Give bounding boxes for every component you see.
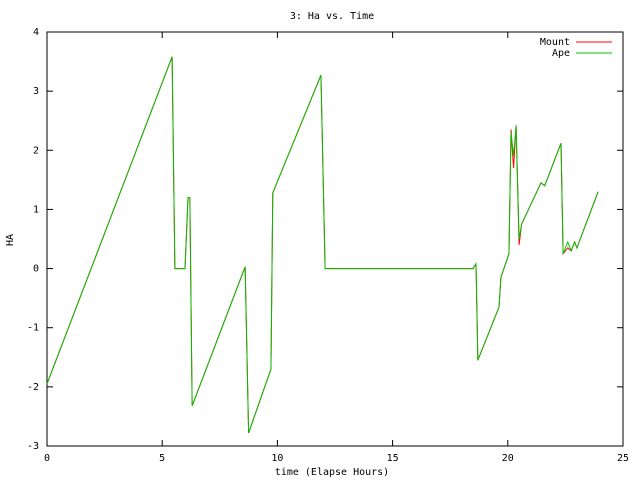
data-line [46, 56, 599, 434]
y-axis-label: HA [5, 234, 16, 246]
y-tick-label: 0 [33, 264, 39, 275]
y-tick-label: -3 [27, 441, 39, 452]
data-line [46, 56, 599, 434]
y-tick-label: 1 [33, 204, 39, 215]
x-tick-label: 10 [271, 453, 283, 464]
x-tick-label: 15 [387, 453, 399, 464]
x-tick-label: 20 [502, 453, 514, 464]
legend-label: Ape [552, 48, 570, 59]
legend-label: Mount [540, 37, 570, 48]
x-tick-label: 0 [44, 453, 50, 464]
chart-title: 3: Ha vs. Time [290, 11, 374, 22]
y-tick-label: -1 [27, 323, 39, 334]
y-tick-label: 3 [33, 86, 39, 97]
y-tick-label: 4 [33, 27, 39, 38]
y-tick-label: 2 [33, 145, 39, 156]
y-tick-label: -2 [27, 382, 39, 393]
x-tick-label: 25 [617, 453, 629, 464]
x-tick-label: 5 [159, 453, 165, 464]
x-axis-label: time (Elapse Hours) [275, 467, 389, 478]
plot-frame [46, 31, 624, 447]
